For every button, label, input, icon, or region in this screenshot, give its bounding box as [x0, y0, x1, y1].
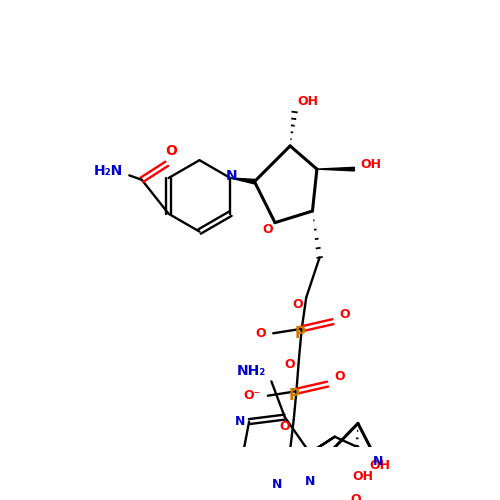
Text: OH: OH	[370, 459, 391, 472]
Text: O⁻: O⁻	[243, 389, 260, 402]
Polygon shape	[230, 178, 255, 184]
Text: H₂N: H₂N	[94, 164, 124, 178]
Text: OH: OH	[353, 470, 374, 484]
Text: N: N	[304, 475, 315, 488]
Text: OH: OH	[360, 158, 381, 171]
Text: O: O	[285, 358, 296, 371]
Text: OH: OH	[298, 95, 318, 108]
Text: O: O	[256, 327, 266, 340]
Text: NH₂: NH₂	[237, 364, 266, 378]
Text: N: N	[235, 415, 246, 428]
Text: P: P	[289, 388, 300, 403]
Text: O: O	[262, 224, 273, 236]
Text: O: O	[280, 420, 290, 434]
Polygon shape	[317, 168, 354, 171]
Text: N: N	[226, 169, 237, 183]
Text: N: N	[272, 478, 282, 490]
Text: O: O	[340, 308, 350, 321]
Text: O: O	[351, 492, 362, 500]
Text: N: N	[374, 455, 384, 468]
Text: P: P	[294, 326, 306, 341]
Text: O: O	[334, 370, 344, 384]
Text: O: O	[166, 144, 177, 158]
Text: O: O	[292, 298, 302, 311]
Polygon shape	[330, 452, 364, 462]
